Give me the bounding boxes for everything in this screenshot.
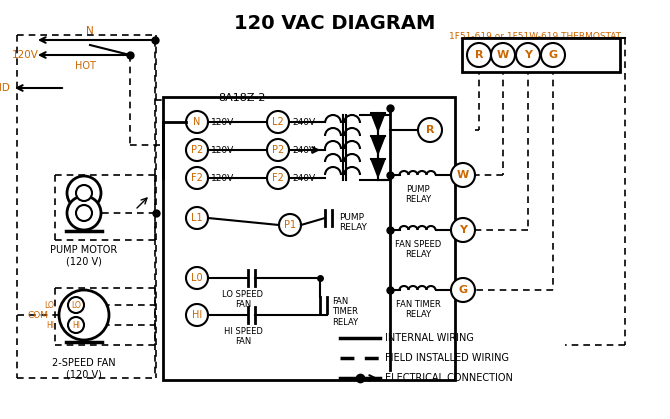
Circle shape [267, 167, 289, 189]
Text: 240V: 240V [292, 117, 315, 127]
Text: 120V: 120V [211, 145, 234, 155]
Text: PUMP
RELAY: PUMP RELAY [405, 185, 431, 204]
Text: COM: COM [28, 310, 49, 320]
Text: FAN
TIMER
RELAY: FAN TIMER RELAY [332, 297, 358, 327]
Bar [462, 38, 620, 72]
Circle shape [279, 214, 301, 236]
Text: HI SPEED
FAN: HI SPEED FAN [224, 327, 263, 347]
Circle shape [186, 139, 208, 161]
Circle shape [59, 290, 109, 340]
Text: ELECTRICAL CONNECTION: ELECTRICAL CONNECTION [385, 373, 513, 383]
Polygon shape [371, 159, 385, 177]
Circle shape [451, 163, 475, 187]
Text: 2-SPEED FAN
(120 V): 2-SPEED FAN (120 V) [52, 358, 116, 380]
Circle shape [418, 118, 442, 142]
Text: HI: HI [72, 321, 80, 329]
Text: INTERNAL WIRING: INTERNAL WIRING [385, 333, 474, 343]
Text: F2: F2 [191, 173, 203, 183]
Text: PUMP MOTOR
(120 V): PUMP MOTOR (120 V) [50, 245, 118, 266]
Circle shape [67, 196, 101, 230]
Text: PUMP
RELAY: PUMP RELAY [339, 213, 367, 233]
Circle shape [267, 111, 289, 133]
Circle shape [267, 139, 289, 161]
Text: HOT: HOT [74, 61, 95, 71]
Text: LO: LO [44, 300, 54, 310]
Text: 240V: 240V [292, 145, 315, 155]
Circle shape [68, 297, 84, 313]
Text: G: G [549, 50, 557, 60]
Polygon shape [371, 113, 385, 131]
Text: Y: Y [459, 225, 467, 235]
Polygon shape [371, 136, 385, 154]
Text: FAN SPEED
RELAY: FAN SPEED RELAY [395, 240, 441, 259]
Text: FIELD INSTALLED WIRING: FIELD INSTALLED WIRING [385, 353, 509, 363]
Circle shape [76, 185, 92, 201]
Text: 120 VAC DIAGRAM: 120 VAC DIAGRAM [234, 14, 436, 33]
Circle shape [68, 317, 84, 333]
Text: 8A18Z-2: 8A18Z-2 [218, 93, 265, 103]
Text: W: W [457, 170, 469, 180]
Circle shape [516, 43, 540, 67]
Text: LO SPEED
FAN: LO SPEED FAN [222, 290, 263, 309]
Circle shape [186, 167, 208, 189]
Text: GND: GND [0, 83, 10, 93]
Text: HI: HI [192, 310, 202, 320]
Text: N: N [194, 117, 201, 127]
Circle shape [491, 43, 515, 67]
Text: G: G [458, 285, 468, 295]
Circle shape [186, 207, 208, 229]
Text: P1: P1 [284, 220, 296, 230]
Text: Y: Y [524, 50, 532, 60]
Text: LO: LO [71, 300, 81, 310]
Circle shape [451, 218, 475, 242]
Text: FAN TIMER
RELAY: FAN TIMER RELAY [395, 300, 440, 319]
Bar [163, 97, 455, 380]
Text: HI: HI [46, 321, 54, 329]
Circle shape [186, 111, 208, 133]
Circle shape [67, 176, 101, 210]
Text: R: R [475, 50, 483, 60]
Circle shape [451, 278, 475, 302]
Text: P2: P2 [272, 145, 284, 155]
Text: L1: L1 [191, 213, 203, 223]
Circle shape [541, 43, 565, 67]
Text: F2: F2 [272, 173, 284, 183]
Circle shape [186, 267, 208, 289]
Text: 120V: 120V [12, 50, 39, 60]
Text: R: R [425, 125, 434, 135]
Circle shape [186, 304, 208, 326]
Text: 1F51-619 or 1F51W-619 THERMOSTAT: 1F51-619 or 1F51W-619 THERMOSTAT [449, 32, 621, 41]
Text: 120V: 120V [211, 173, 234, 183]
Text: 240V: 240V [292, 173, 315, 183]
Circle shape [467, 43, 491, 67]
Text: P2: P2 [191, 145, 203, 155]
Text: N: N [86, 26, 94, 36]
Text: W: W [497, 50, 509, 60]
Circle shape [76, 205, 92, 221]
Text: L2: L2 [272, 117, 284, 127]
Text: L0: L0 [191, 273, 203, 283]
Text: 120V: 120V [211, 117, 234, 127]
